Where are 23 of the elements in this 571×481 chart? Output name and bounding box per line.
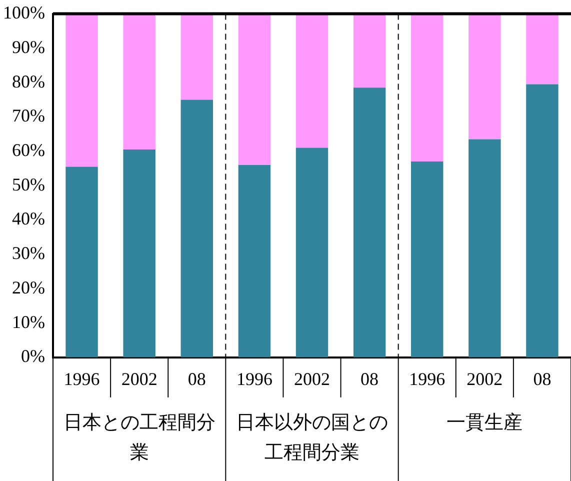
y-tick-label: 10% (12, 312, 45, 332)
x-tick-label: 2002 (466, 368, 503, 389)
y-tick-label: 50% (12, 174, 45, 194)
x-tick-label: 1996 (409, 368, 446, 389)
y-tick-label: 100% (2, 2, 45, 23)
y-tick-label: 0% (20, 346, 45, 366)
y-tick-label: 30% (12, 243, 45, 264)
x-tick-label: 1996 (64, 368, 100, 389)
text: 日本との工程間分業 (63, 412, 216, 464)
y-tick-label: 60% (12, 140, 45, 160)
y-tick-label: 90% (12, 36, 45, 57)
text: 一貫生産 (446, 411, 523, 434)
x-tick-label: 2002 (121, 368, 158, 389)
y-tick-label: 70% (12, 106, 45, 126)
y-tick-label: 40% (12, 208, 45, 229)
y-tick-label: 80% (12, 71, 45, 92)
x-tick-label: 2002 (294, 368, 330, 389)
x-tick-label: 1996 (236, 368, 272, 389)
text: 日本以外の国との工程間分業 (236, 412, 388, 464)
y-tick-label: 20% (12, 277, 45, 298)
x-tick-label: 08 (533, 368, 552, 389)
x-tick-label: 08 (360, 368, 379, 389)
x-tick-label: 08 (188, 368, 206, 389)
